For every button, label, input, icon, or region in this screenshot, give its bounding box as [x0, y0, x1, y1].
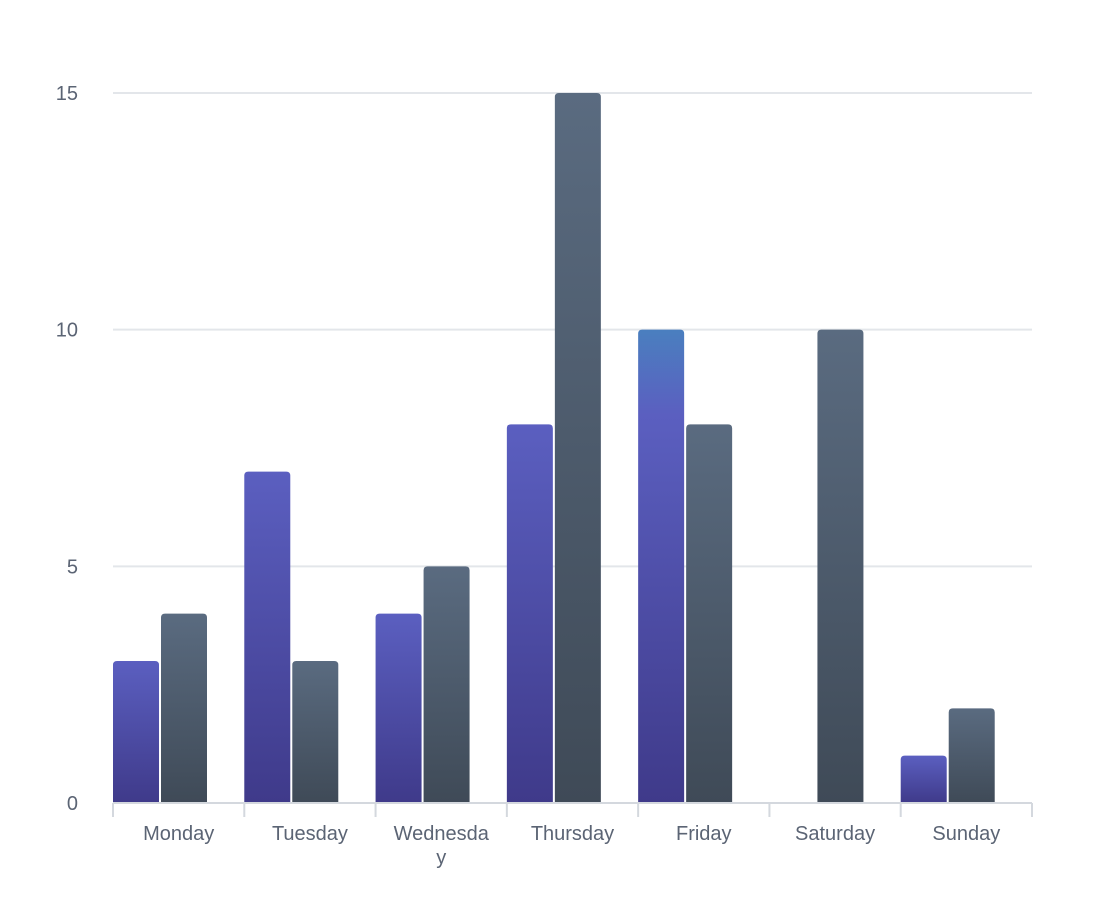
bar-series2-friday	[686, 424, 733, 803]
y-axis-ticks: 0 5 10 15	[56, 83, 78, 815]
bar-series2-wednesday	[423, 566, 470, 803]
x-tick-label: Friday	[676, 823, 732, 845]
bar-series2-tuesday	[292, 661, 339, 803]
bars	[113, 93, 995, 803]
bar-series1-sunday	[900, 755, 947, 803]
bar-series2-thursday	[554, 93, 601, 803]
y-tick-label: 15	[56, 83, 78, 105]
y-tick-label: 10	[56, 320, 78, 342]
bar-series2-monday	[161, 613, 207, 803]
bar-series2-sunday	[948, 708, 995, 803]
bar-series1-tuesday	[244, 471, 291, 803]
bar-series1-wednesday	[375, 613, 422, 803]
x-tick-label: Saturday	[795, 823, 875, 845]
bar-series2-saturday	[817, 329, 864, 803]
bar-series1-thursday	[506, 424, 553, 803]
x-tick-label: Monday	[143, 823, 214, 845]
y-tick-label: 0	[67, 793, 78, 815]
bar-series1-monday	[113, 661, 159, 803]
bar-series1-friday	[638, 329, 685, 803]
x-tick-label: Thursday	[531, 823, 614, 845]
x-tick-label: Tuesday	[272, 823, 348, 845]
x-axis-ticks: Monday Tuesday Wednesda y Thursday Friday Satu…	[143, 823, 1000, 869]
x-tick-label: Sunday	[932, 823, 1000, 845]
x-tick-label: Wednesda y	[394, 823, 490, 869]
x-axis	[112, 802, 1033, 817]
y-tick-label: 5	[67, 556, 78, 578]
